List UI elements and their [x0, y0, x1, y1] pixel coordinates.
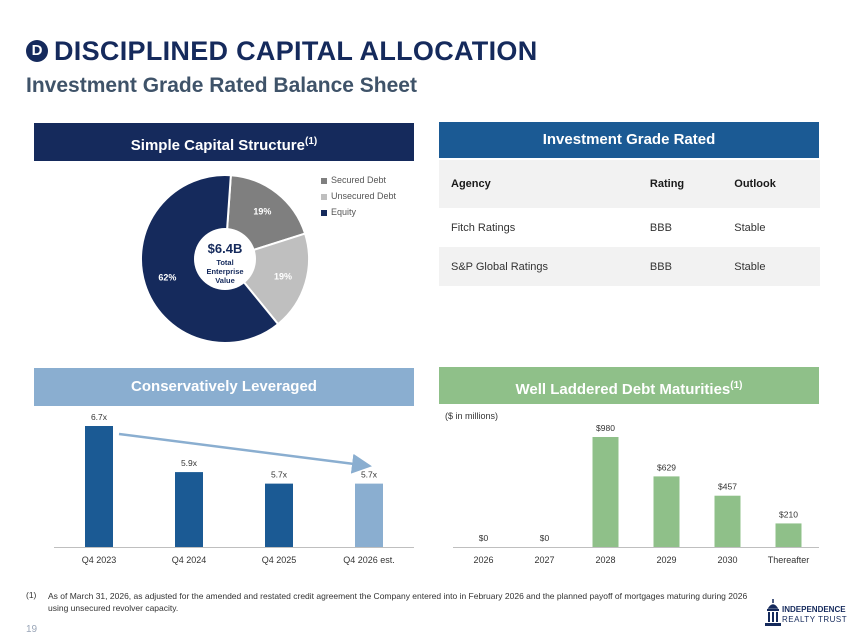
bar-value-label: $980 — [596, 423, 615, 433]
category-tick-label: Q4 2024 — [172, 555, 207, 565]
footnote-text: As of March 31, 2026, as adjusted for th… — [48, 591, 748, 613]
investment-grade-header: Investment Grade Rated — [439, 122, 819, 158]
bar-2030 — [714, 495, 741, 547]
agency-cell: Fitch Ratings — [451, 221, 516, 234]
brand-name-line1: INDEPENDENCE — [782, 605, 846, 614]
category-tick-label: Thereafter — [768, 555, 810, 565]
capitol-logo-icon — [765, 599, 781, 626]
bar-thereafter — [775, 523, 802, 547]
column-header-agency: Agency — [439, 160, 638, 208]
legend-swatch — [321, 193, 327, 200]
bar-value-label: 6.7x — [91, 412, 108, 422]
pie-slice-label: 62% — [158, 272, 176, 282]
pie-slice-label: 19% — [253, 206, 271, 216]
leverage-header: Conservatively Leveraged — [34, 368, 414, 406]
legend-swatch — [321, 209, 327, 216]
legend-label: Equity — [331, 207, 357, 217]
agency-cell: S&P Global Ratings — [439, 247, 638, 286]
bar-q4-2025 — [265, 483, 293, 547]
bar-value-label: 5.7x — [271, 470, 288, 480]
legend-item: Equity — [321, 207, 396, 217]
legend-swatch — [321, 177, 327, 184]
category-tick-label: Q4 2026 est. — [343, 555, 395, 565]
pie-center-caption: Enterprise — [206, 267, 243, 276]
leverage-bar-chart: 6.7x Q4 2023 5.9x Q4 2024 5.7x Q4 2025 5.7x Q4 … — [54, 412, 414, 565]
category-tick-label: 2026 — [473, 555, 493, 565]
bar-q4-2023 — [85, 426, 113, 547]
bar-q4-2024 — [175, 472, 203, 547]
legend-label: Unsecured Debt — [331, 191, 397, 201]
pie-center-value: $6.4B — [208, 241, 243, 256]
legend-item: Unsecured Debt — [321, 191, 396, 201]
capital-structure-note: (1) — [304, 136, 318, 147]
capital-structure-title: Simple Capital Structure — [130, 137, 305, 154]
bar-2028 — [592, 437, 619, 547]
column-header-outlook: Outlook — [722, 160, 820, 208]
bar-2029 — [653, 476, 680, 547]
pie-slice-label: 19% — [274, 271, 292, 281]
bar-value-label: $457 — [718, 482, 737, 492]
category-tick-label: Q4 2023 — [82, 555, 117, 565]
bar-value-label: $210 — [779, 509, 798, 519]
category-tick-label: Q4 2025 — [262, 555, 297, 565]
outlook-cell: Stable — [734, 221, 766, 234]
section-badge: D — [26, 40, 48, 62]
pie-center-hole — [194, 228, 256, 290]
investment-grade-title: Investment Grade Rated — [542, 131, 716, 148]
leverage-title: Conservatively Leveraged — [131, 378, 317, 395]
category-tick-label: 2029 — [656, 555, 676, 565]
capital-structure-header: Simple Capital Structure(1) — [34, 123, 414, 161]
legend-label: Secured Debt — [331, 175, 387, 185]
ratings-table: Agency Rating Outlook Fitch Ratings BBB … — [439, 160, 820, 286]
table-row: Fitch Ratings BBB Stable — [439, 208, 820, 247]
pie-center-caption: Value — [215, 276, 235, 285]
brand-name-line2: REALTY TRUST — [782, 615, 848, 624]
bar-q4-2026-est- — [355, 483, 383, 547]
page-number: 19 — [26, 624, 38, 635]
legend-item: Secured Debt — [321, 175, 396, 185]
maturities-header: Well Laddered Debt Maturities(1) — [439, 367, 819, 404]
trend-arrow — [118, 432, 372, 474]
page-title: DISCIPLINED CAPITAL ALLOCATION — [54, 36, 538, 66]
rating-cell: BBB — [649, 221, 672, 234]
pie-legend: Secured Debt Unsecured Debt Equity — [321, 175, 396, 223]
bar-value-label: 5.9x — [181, 458, 198, 468]
bar-value-label: 5.7x — [361, 470, 378, 480]
maturities-note: (1) — [730, 380, 743, 391]
outlook-cell: Stable — [722, 247, 820, 286]
ratings-header-row: Agency Rating Outlook — [439, 160, 820, 208]
rating-cell: BBB — [637, 247, 723, 286]
column-header-rating: Rating — [637, 160, 723, 208]
bar-value-label: $0 — [540, 533, 550, 543]
category-tick-label: 2027 — [534, 555, 554, 565]
footnote-marker: (1) — [26, 590, 37, 600]
category-tick-label: 2030 — [717, 555, 737, 565]
table-row: S&P Global Ratings BBB Stable — [439, 247, 820, 286]
category-tick-label: 2028 — [595, 555, 615, 565]
bar-value-label: $0 — [479, 533, 489, 543]
maturities-bar-chart: $0 2026 $0 2027 $980 2028 $629 2029 $457 2030 $210… — [453, 423, 819, 565]
maturities-units-label: ($ in millions) — [445, 411, 499, 421]
page-subtitle: Investment Grade Rated Balance Sheet — [26, 74, 417, 97]
pie-center-caption: Total — [216, 258, 233, 267]
maturities-title: Well Laddered Debt Maturities — [515, 381, 731, 398]
bar-value-label: $629 — [657, 462, 676, 472]
